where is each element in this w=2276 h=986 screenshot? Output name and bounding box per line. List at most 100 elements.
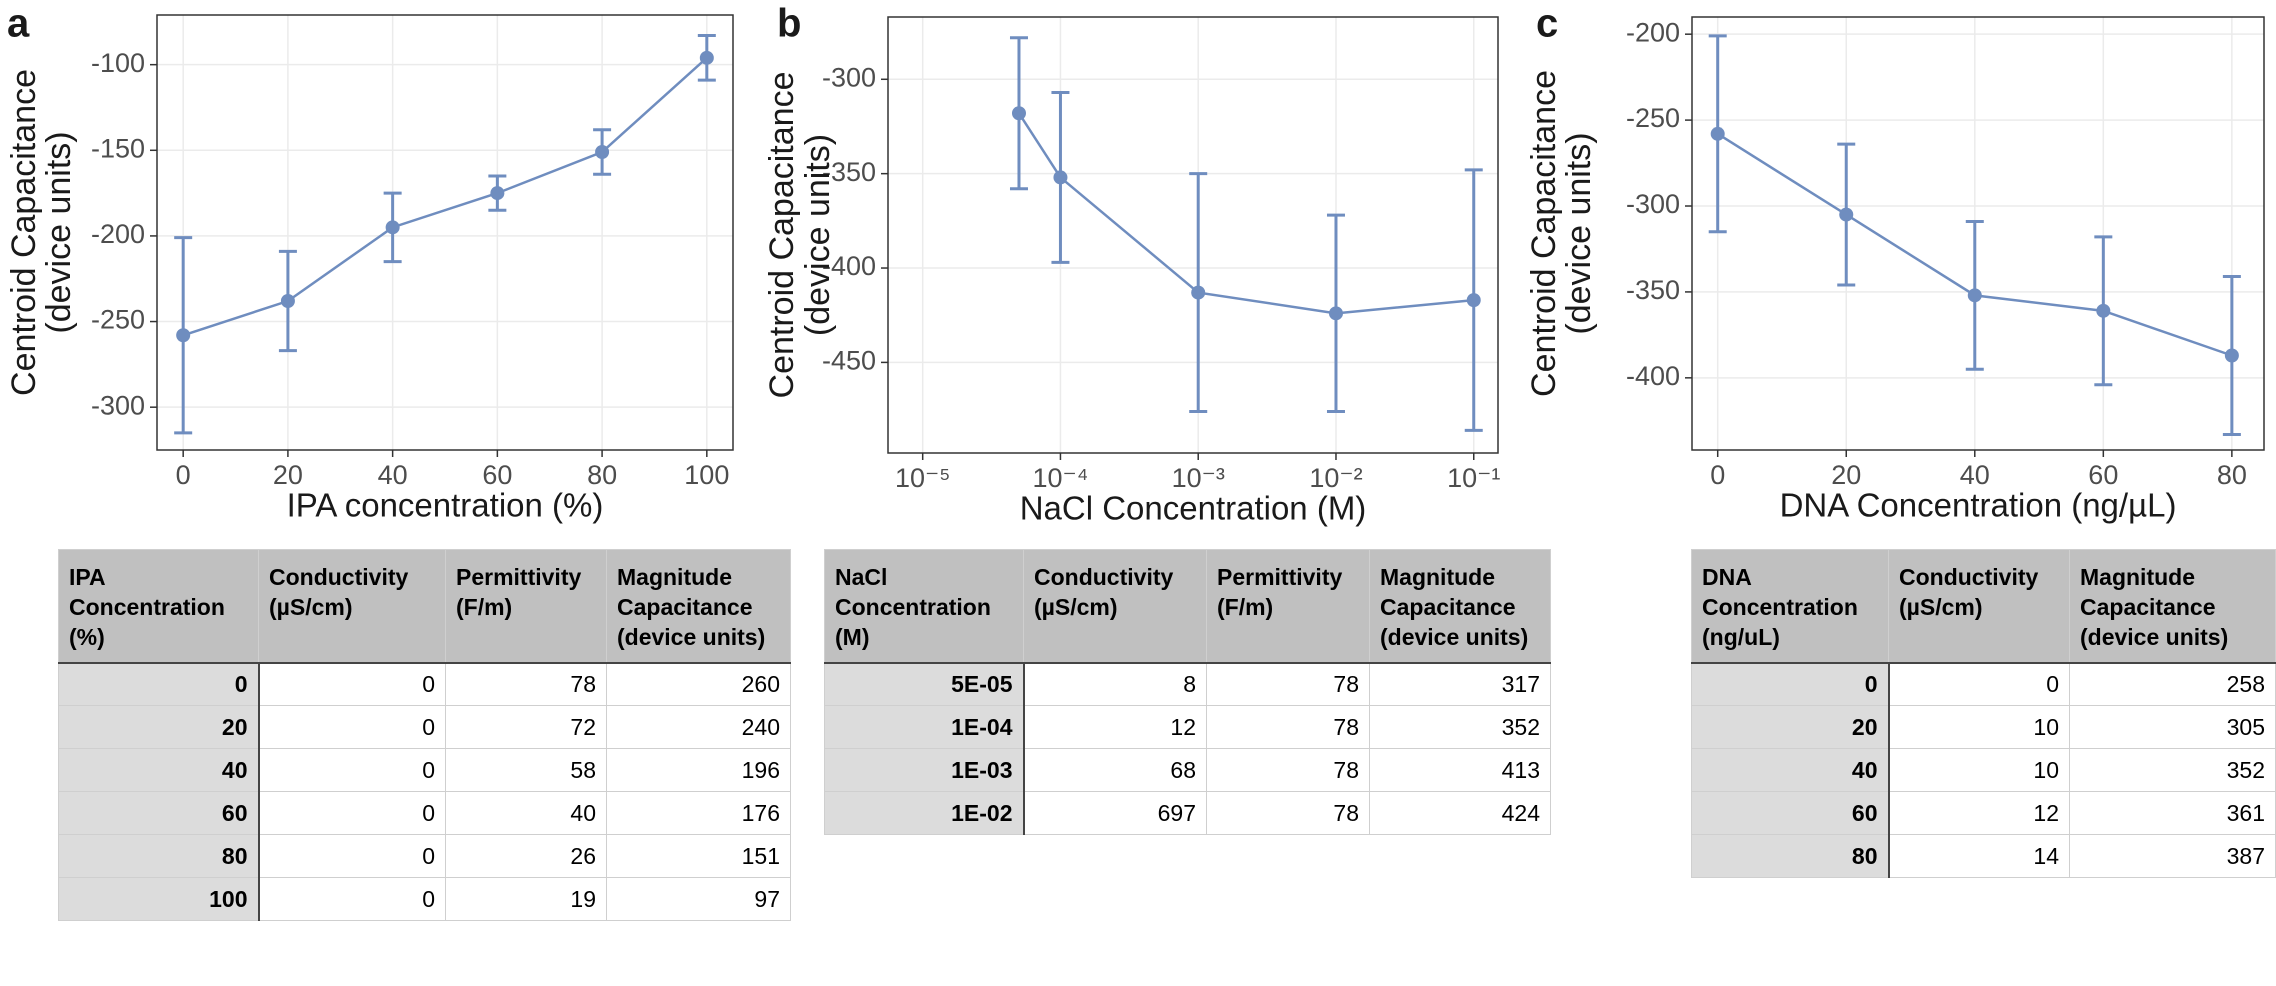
plot-background (888, 17, 1498, 453)
data-point (280, 294, 295, 309)
x-tick-label: 10⁻³ (1172, 463, 1225, 493)
table-cell: 260 (606, 662, 791, 706)
header-row: IPA Concentration (%) Conductivity (µS/cm… (58, 549, 791, 664)
x-tick-label: 10⁻⁴ (1033, 463, 1089, 493)
data-point (1710, 126, 1725, 141)
table-row: 60 0 40 176 (58, 791, 791, 835)
x-tick-label: 20 (1831, 460, 1861, 490)
table-row: 1E-03 68 78 413 (824, 748, 1551, 792)
y-axis-label: Centroid Capacitance (763, 72, 801, 399)
data-point (2224, 348, 2239, 363)
data-point (490, 186, 505, 201)
table-row: 0 0 258 (1691, 662, 2276, 706)
header-cell: NaCl Concentration (M) (824, 549, 1024, 664)
table-cell: 14 (1888, 834, 2070, 878)
y-tick-label: -250 (1626, 103, 1680, 133)
y-axis-label: (device units) (40, 131, 78, 333)
header-cell: Conductivity (µS/cm) (1023, 549, 1207, 664)
data-line (182, 56, 708, 337)
y-tick-label: -250 (91, 305, 145, 335)
table-cell: 258 (2069, 662, 2276, 706)
table-cell: 352 (2069, 748, 2276, 792)
table-cell: 12 (1888, 791, 2070, 835)
x-tick-label: 40 (378, 460, 408, 490)
data-point (2096, 303, 2111, 318)
data-point (385, 220, 400, 235)
x-tick-label: 60 (482, 460, 512, 490)
y-tick-label: -400 (822, 251, 876, 281)
y-tick-label: -450 (822, 346, 876, 376)
table-row: 100 0 19 97 (58, 877, 791, 921)
table-cell: 413 (1369, 748, 1551, 792)
data-point (1053, 170, 1068, 185)
table-cell: 0 (258, 705, 446, 749)
table-cell: 80 (58, 834, 260, 878)
table-cell: 10 (1888, 705, 2070, 749)
header-cell: Conductivity (µS/cm) (1888, 549, 2070, 664)
header-cell: Magnitude Capacitance (device units) (606, 549, 791, 664)
plot-border (156, 14, 734, 451)
table-cell: 5E-05 (824, 662, 1025, 706)
header-cell: Permittivity (F/m) (445, 549, 607, 664)
table-cell: 20 (1691, 705, 1890, 749)
table-cell: 80 (1691, 834, 1890, 878)
data-point (1466, 293, 1481, 308)
data-point (699, 50, 714, 65)
data-table: DNA Concentration (ng/uL) Conductivity (µ… (1691, 549, 2276, 878)
x-tick-label: 0 (1710, 460, 1725, 490)
table-cell: 68 (1023, 748, 1207, 792)
table-row: 1E-02 697 78 424 (824, 791, 1551, 835)
x-tick-label: 20 (273, 460, 303, 490)
table-row: 5E-05 8 78 317 (824, 662, 1551, 706)
table-cell: 100 (58, 877, 260, 921)
plot-border (887, 16, 1499, 454)
table-cell: 78 (1206, 791, 1370, 835)
table-cell: 97 (606, 877, 791, 921)
table-cell: 12 (1023, 705, 1207, 749)
table-cell: 196 (606, 748, 791, 792)
header-cell: Magnitude Capacitance (device units) (1369, 549, 1551, 664)
data-table: NaCl Concentration (M) Conductivity (µS/c… (824, 549, 1551, 835)
y-axis-label: Centroid Capacitance (1525, 70, 1563, 397)
data-point (1967, 288, 1982, 303)
table-row: 60 12 361 (1691, 791, 2276, 835)
table-row: 0 0 78 260 (58, 662, 791, 706)
table-cell: 78 (1206, 662, 1370, 706)
y-tick-label: -350 (1626, 275, 1680, 305)
data-point (1191, 285, 1206, 300)
plot-background (1692, 17, 2264, 450)
table-cell: 72 (445, 705, 607, 749)
y-tick-label: -100 (91, 48, 145, 78)
table-cell: 40 (58, 748, 260, 792)
data-table: IPA Concentration (%) Conductivity (µS/cm… (58, 549, 791, 921)
x-tick-label: 10⁻¹ (1447, 463, 1500, 493)
table-cell: 317 (1369, 662, 1551, 706)
table-row: 20 10 305 (1691, 705, 2276, 749)
table-row: 1E-04 12 78 352 (824, 705, 1551, 749)
table-cell: 305 (2069, 705, 2276, 749)
table-cell: 78 (1206, 705, 1370, 749)
table-cell: 78 (445, 662, 607, 706)
data-point (595, 145, 610, 160)
x-tick-label: 10⁻⁵ (895, 463, 950, 493)
y-tick-label: -300 (1626, 189, 1680, 219)
x-tick-label: 0 (176, 460, 191, 490)
table-row: 80 14 387 (1691, 834, 2276, 878)
data-point (1011, 106, 1026, 121)
table-cell: 424 (1369, 791, 1551, 835)
table-cell: 40 (445, 791, 607, 835)
table-cell: 0 (258, 791, 446, 835)
x-axis-label: NaCl Concentration (M) (1020, 490, 1367, 527)
x-axis-label: IPA concentration (%) (287, 487, 604, 524)
table-cell: 20 (58, 705, 260, 749)
header-row: NaCl Concentration (M) Conductivity (µS/c… (824, 549, 1551, 664)
plot-border (1691, 16, 2265, 451)
x-axis-label: DNA Concentration (ng/µL) (1780, 487, 2177, 524)
table-cell: 0 (258, 662, 446, 706)
header-cell: DNA Concentration (ng/uL) (1691, 549, 1889, 664)
table-cell: 19 (445, 877, 607, 921)
y-tick-label: -350 (822, 157, 876, 187)
table-cell: 58 (445, 748, 607, 792)
